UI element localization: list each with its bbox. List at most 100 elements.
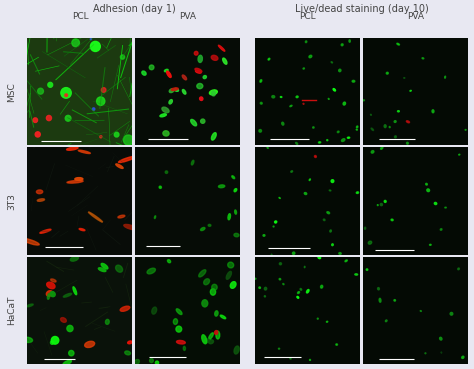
Ellipse shape <box>40 229 51 233</box>
Ellipse shape <box>406 121 410 123</box>
Ellipse shape <box>327 139 328 141</box>
Ellipse shape <box>199 270 206 277</box>
Ellipse shape <box>297 296 299 298</box>
Ellipse shape <box>425 353 426 354</box>
Ellipse shape <box>330 230 331 232</box>
Ellipse shape <box>230 282 236 288</box>
Text: Adhesion (day 1): Adhesion (day 1) <box>92 4 175 14</box>
Ellipse shape <box>63 360 72 365</box>
Ellipse shape <box>300 289 301 290</box>
Ellipse shape <box>142 71 146 75</box>
Ellipse shape <box>441 352 442 353</box>
Ellipse shape <box>194 51 198 55</box>
Ellipse shape <box>459 154 460 155</box>
Ellipse shape <box>99 268 106 272</box>
Ellipse shape <box>404 77 405 78</box>
Ellipse shape <box>50 292 55 297</box>
Ellipse shape <box>341 139 345 142</box>
Ellipse shape <box>320 285 323 288</box>
Ellipse shape <box>210 289 216 295</box>
Ellipse shape <box>391 219 393 221</box>
Ellipse shape <box>339 69 341 72</box>
Ellipse shape <box>255 278 256 279</box>
Ellipse shape <box>368 241 372 244</box>
Circle shape <box>48 82 53 87</box>
Ellipse shape <box>283 283 284 284</box>
Ellipse shape <box>204 279 210 285</box>
Circle shape <box>46 115 52 121</box>
Ellipse shape <box>303 68 304 69</box>
Text: PCL: PCL <box>299 12 316 21</box>
Ellipse shape <box>176 326 182 332</box>
Ellipse shape <box>389 127 390 128</box>
Ellipse shape <box>215 331 218 334</box>
Ellipse shape <box>169 100 173 104</box>
Ellipse shape <box>462 356 464 358</box>
Ellipse shape <box>66 147 78 150</box>
Ellipse shape <box>352 80 355 82</box>
Ellipse shape <box>203 76 207 79</box>
Ellipse shape <box>228 262 234 268</box>
Ellipse shape <box>73 287 77 295</box>
Ellipse shape <box>147 268 155 274</box>
Ellipse shape <box>260 102 262 104</box>
Ellipse shape <box>381 147 383 149</box>
Ellipse shape <box>275 221 277 222</box>
Ellipse shape <box>317 318 318 319</box>
Ellipse shape <box>259 287 260 289</box>
Circle shape <box>67 325 73 332</box>
Ellipse shape <box>209 340 213 344</box>
Ellipse shape <box>118 215 125 218</box>
Ellipse shape <box>128 341 132 344</box>
Ellipse shape <box>318 256 320 259</box>
Ellipse shape <box>264 296 265 297</box>
Ellipse shape <box>169 89 174 93</box>
Ellipse shape <box>191 160 194 165</box>
Ellipse shape <box>223 58 227 64</box>
Text: 3T3: 3T3 <box>7 193 16 210</box>
Circle shape <box>65 115 71 121</box>
Ellipse shape <box>195 68 202 72</box>
Ellipse shape <box>290 358 291 359</box>
Ellipse shape <box>378 287 379 290</box>
Ellipse shape <box>211 55 218 61</box>
Ellipse shape <box>125 351 130 355</box>
Ellipse shape <box>379 299 381 302</box>
Ellipse shape <box>116 265 123 272</box>
Ellipse shape <box>337 131 339 133</box>
Ellipse shape <box>296 142 298 144</box>
Ellipse shape <box>329 190 331 191</box>
Ellipse shape <box>204 339 210 343</box>
Ellipse shape <box>398 111 399 112</box>
Ellipse shape <box>202 335 207 344</box>
Ellipse shape <box>226 271 231 279</box>
Ellipse shape <box>386 72 388 74</box>
Ellipse shape <box>365 227 366 230</box>
Ellipse shape <box>201 119 205 123</box>
Text: PVA: PVA <box>179 12 196 21</box>
Ellipse shape <box>228 214 230 220</box>
Ellipse shape <box>434 202 437 204</box>
Ellipse shape <box>23 337 33 342</box>
Ellipse shape <box>410 90 411 91</box>
Ellipse shape <box>304 266 305 268</box>
Ellipse shape <box>407 142 409 144</box>
Ellipse shape <box>264 287 267 290</box>
Ellipse shape <box>116 164 123 168</box>
Ellipse shape <box>167 260 171 263</box>
Ellipse shape <box>216 331 220 339</box>
Ellipse shape <box>211 91 216 96</box>
Ellipse shape <box>78 150 90 154</box>
Ellipse shape <box>165 171 168 173</box>
Ellipse shape <box>159 186 162 189</box>
Ellipse shape <box>51 279 56 282</box>
Ellipse shape <box>27 304 33 307</box>
Ellipse shape <box>164 69 168 72</box>
Ellipse shape <box>341 44 343 46</box>
Ellipse shape <box>160 114 166 117</box>
Ellipse shape <box>282 122 284 125</box>
Circle shape <box>61 87 71 98</box>
Ellipse shape <box>271 254 272 255</box>
Ellipse shape <box>64 293 72 297</box>
Ellipse shape <box>313 127 314 128</box>
